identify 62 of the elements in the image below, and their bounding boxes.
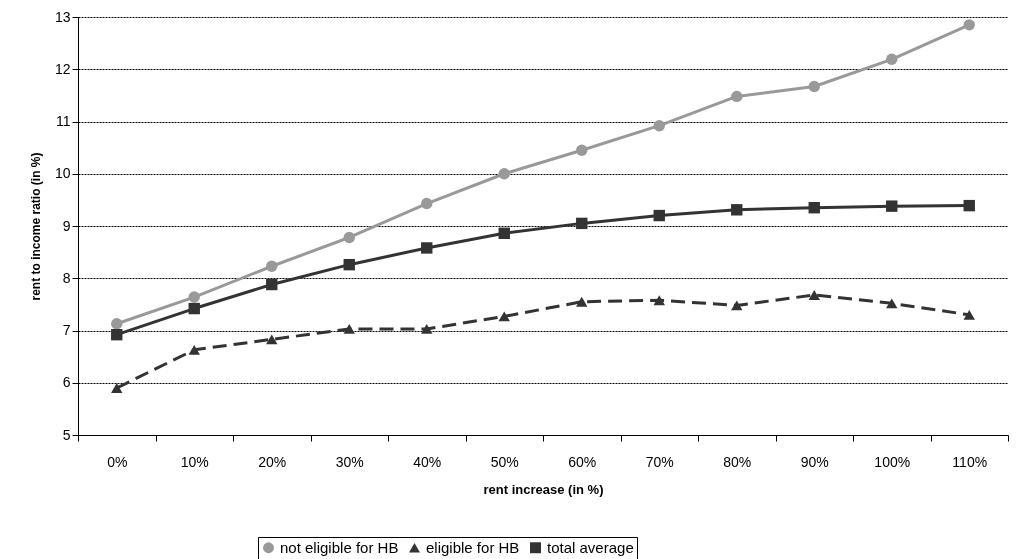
x-tick-label: 50% [490, 453, 519, 470]
point [576, 296, 588, 307]
point [963, 309, 975, 320]
y-tick-label: 7 [62, 322, 71, 338]
point [963, 19, 975, 31]
y-tick-label: 12 [54, 60, 71, 77]
point [111, 328, 123, 341]
y-tick-label: 11 [55, 113, 71, 129]
x-tick-label: 20% [258, 453, 287, 470]
x-tick-label: 40% [413, 453, 442, 470]
point [653, 295, 665, 306]
point [421, 197, 433, 210]
x-tick-label: 30% [335, 453, 364, 470]
point [886, 53, 898, 66]
x-tick-label: 80% [723, 453, 752, 470]
legend-label: eligible for HB [426, 538, 520, 556]
point [343, 258, 355, 271]
point [886, 298, 898, 309]
point [731, 90, 743, 103]
point [188, 291, 200, 303]
point [576, 144, 588, 156]
point [576, 217, 588, 230]
point [498, 311, 510, 322]
point [188, 302, 200, 315]
y-tick-label: 5 [62, 426, 71, 443]
point [963, 199, 975, 212]
x-tick-label: 60% [568, 453, 597, 470]
point [421, 242, 433, 254]
y-tick-label: 9 [62, 217, 71, 234]
point [498, 227, 510, 240]
point [343, 324, 355, 334]
x-tick-label: 0% [107, 453, 128, 470]
x-tick-label: 100% [874, 453, 911, 470]
point [808, 290, 820, 300]
point [808, 202, 820, 214]
point [266, 278, 278, 291]
legend-label: not eligible for HB [280, 538, 399, 556]
y-axis-title: rent to income ratio (in %) [28, 152, 43, 301]
point [731, 300, 743, 311]
point [808, 80, 820, 93]
x-tick-label: 70% [645, 453, 674, 470]
point [266, 260, 278, 272]
x-axis-title: rent increase (in %) [483, 481, 604, 497]
point [498, 168, 510, 180]
point [343, 231, 355, 244]
y-tick-label: 8 [62, 269, 71, 286]
x-tick-label: 90% [800, 453, 829, 470]
point [653, 119, 665, 132]
y-tick-label: 10 [54, 165, 71, 182]
x-tick-label: 110% [952, 453, 988, 470]
point [421, 324, 433, 334]
y-tick-label: 6 [62, 374, 71, 391]
legend-label: total average [547, 538, 634, 556]
point [111, 318, 123, 330]
point [188, 344, 200, 355]
x-tick-label: 10% [180, 453, 209, 470]
y-tick-label: 13 [54, 8, 71, 25]
point [111, 383, 123, 393]
point [731, 204, 743, 216]
point [886, 200, 898, 212]
point [653, 209, 665, 222]
point [266, 334, 278, 345]
